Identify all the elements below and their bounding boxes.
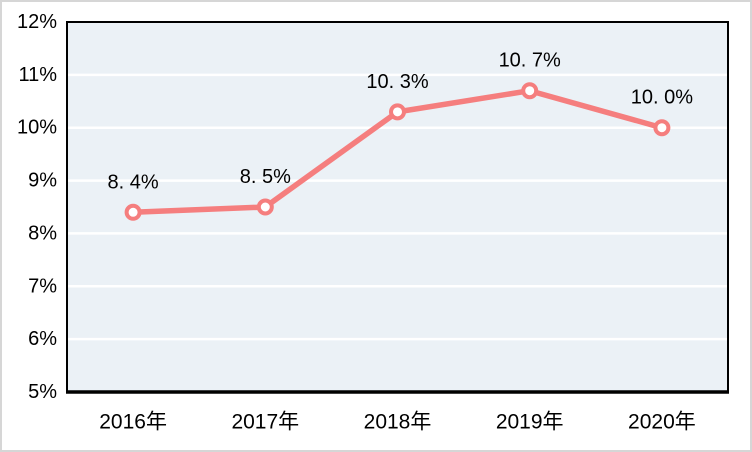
data-point	[124, 203, 142, 221]
x-tick-label: 2019年	[496, 411, 564, 434]
x-tick-label: 2016年	[99, 411, 167, 434]
data-point-label: 10. 0%	[631, 87, 693, 109]
plot-area	[67, 22, 728, 392]
y-tick-label: 10%	[17, 117, 57, 139]
y-tick-label: 8%	[28, 222, 57, 244]
data-point	[653, 119, 671, 137]
y-tick-label: 7%	[28, 275, 57, 297]
y-tick-label: 6%	[28, 328, 57, 350]
data-point-label: 10. 7%	[499, 50, 561, 72]
data-point	[389, 103, 406, 121]
x-tick-label: 2020年	[628, 411, 696, 434]
data-point-label: 8. 5%	[240, 166, 291, 188]
data-point	[521, 82, 539, 100]
y-tick-label: 5%	[28, 381, 57, 403]
x-tick-label: 2017年	[231, 411, 299, 434]
data-point-label: 10. 3%	[366, 71, 428, 93]
y-tick-label: 12%	[17, 11, 57, 33]
data-point-label: 8. 4%	[108, 171, 159, 193]
data-point	[256, 198, 274, 216]
y-tick-label: 11%	[18, 64, 57, 86]
y-tick-label: 9%	[28, 170, 57, 192]
x-tick-label: 2018年	[364, 411, 432, 434]
